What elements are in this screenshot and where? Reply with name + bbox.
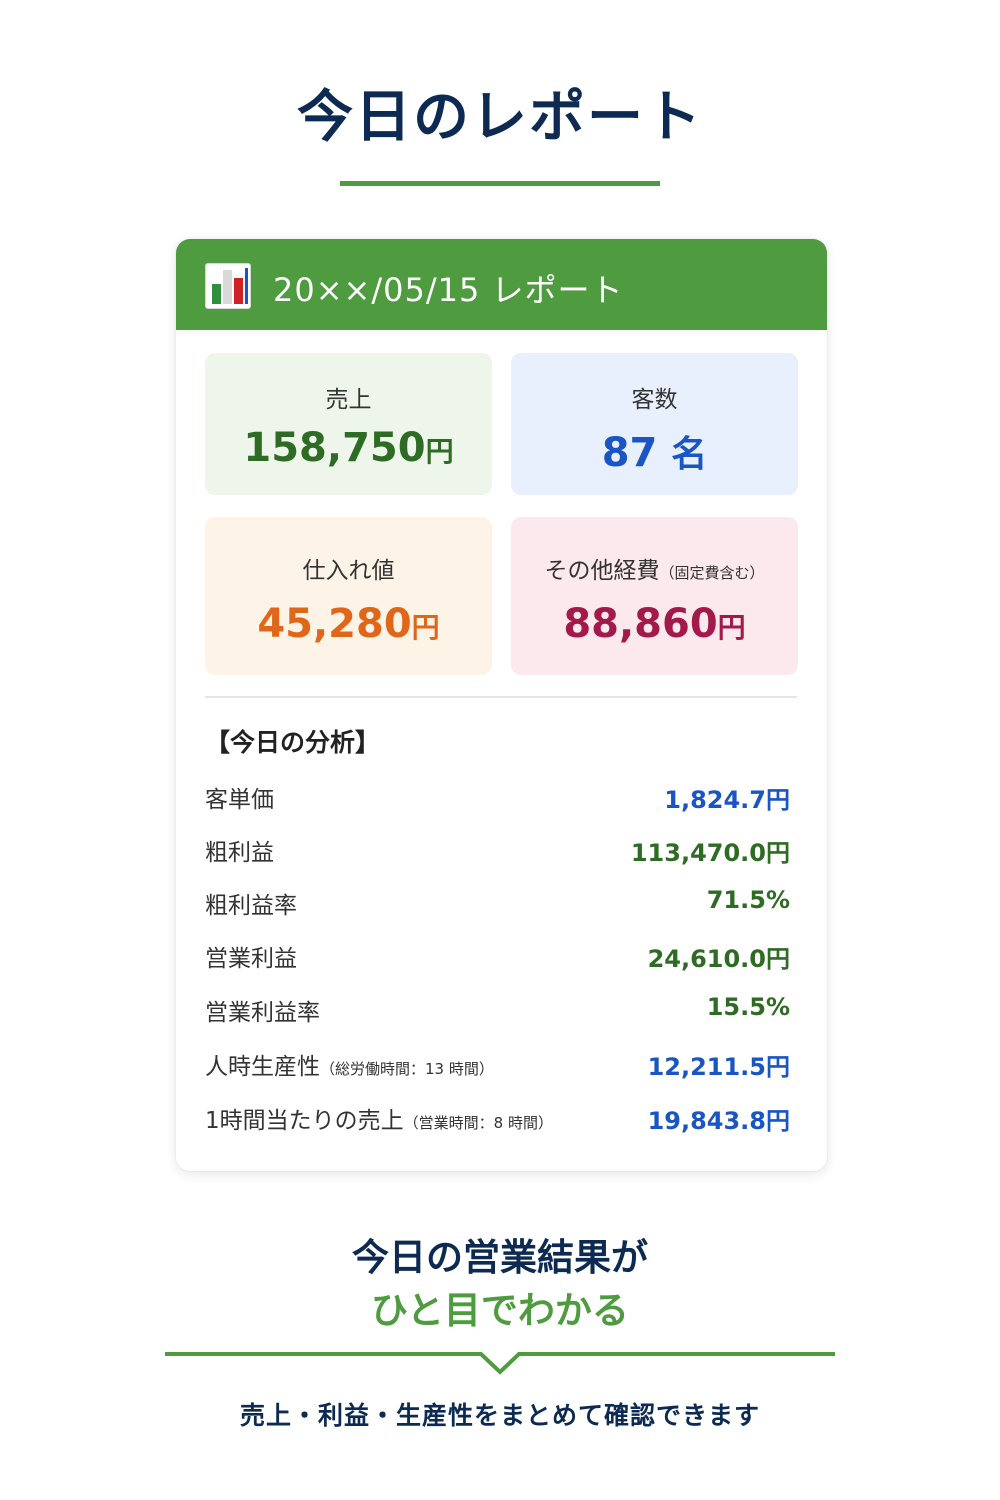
bar-chart-icon: [205, 263, 251, 309]
row-value: 19,843.8円: [647, 1107, 790, 1135]
purchase-number: 45,280: [257, 601, 412, 647]
other-expenses-tile: その他経費（固定費含む） 88,860円: [511, 517, 798, 675]
analysis-row-operating-profit: 営業利益 24,610.0円: [205, 933, 790, 973]
card-header: 20××/05/15 レポート: [176, 239, 827, 330]
other-expenses-label-text: その他経費: [544, 558, 660, 584]
report-card: 20××/05/15 レポート 売上 158,750円 客数 87 名 仕入れ値…: [176, 239, 827, 1171]
row-label: 粗利益: [205, 840, 274, 866]
report-date-title: 20××/05/15 レポート: [273, 271, 624, 309]
row-value: 15.5%: [706, 993, 790, 1021]
footer-caption: 売上・利益・生産性をまとめて確認できます: [239, 1401, 760, 1430]
page-title: 今日のレポート: [297, 85, 703, 150]
other-expenses-note: （固定費含む）: [659, 564, 765, 582]
row-value: 71.5%: [706, 886, 790, 914]
row-label: 客単価: [205, 787, 274, 813]
row-value: 12,211.5円: [647, 1053, 790, 1081]
other-expenses-label: その他経費（固定費含む）: [511, 551, 798, 585]
purchase-unit: 円: [411, 611, 440, 644]
row-label: 1時間当たりの売上（営業時間：8 時間）: [205, 1108, 553, 1134]
purchase-value: 45,280円: [205, 601, 492, 647]
row-value: 113,470.0円: [630, 839, 790, 867]
analysis-row-gross-margin: 粗利益率 71.5%: [205, 880, 790, 920]
customers-value: 87 名: [511, 425, 798, 477]
row-note: （総労働時間：13 時間）: [320, 1060, 494, 1078]
customers-number: 87: [601, 430, 658, 476]
analysis-title: 【今日の分析】: [205, 728, 381, 757]
customers-unit: 名: [671, 434, 708, 475]
row-label: 営業利益率: [205, 1000, 320, 1026]
purchase-tile: 仕入れ値 45,280円: [205, 517, 492, 675]
customers-tile: 客数 87 名: [511, 353, 798, 495]
analysis-row-customer-unit-price: 客単価 1,824.7円: [205, 774, 790, 814]
other-expenses-number: 88,860: [563, 601, 718, 647]
analysis-row-gross-profit: 粗利益 113,470.0円: [205, 827, 790, 867]
title-underline: [340, 181, 660, 186]
row-note: （営業時間：8 時間）: [403, 1114, 553, 1132]
sales-number: 158,750: [243, 425, 426, 471]
sales-value: 158,750円: [205, 425, 492, 471]
analysis-row-labor-productivity: 人時生産性（総労働時間：13 時間） 12,211.5円: [205, 1041, 790, 1081]
summary-subheadline: ひと目でわかる: [371, 1289, 629, 1332]
sales-tile: 売上 158,750円: [205, 353, 492, 495]
row-label: 人時生産性（総労働時間：13 時間）: [205, 1054, 494, 1080]
pointer-divider: [165, 1352, 835, 1375]
sales-unit: 円: [425, 435, 454, 468]
purchase-label: 仕入れ値: [302, 558, 395, 584]
row-value: 1,824.7円: [664, 786, 790, 814]
row-label: 粗利益率: [205, 893, 297, 919]
summary-headline: 今日の営業結果が: [352, 1236, 648, 1279]
analysis-row-operating-margin: 営業利益率 15.5%: [205, 987, 790, 1027]
analysis-row-sales-per-hour: 1時間当たりの売上（営業時間：8 時間） 19,843.8円: [205, 1095, 790, 1135]
sales-label: 売上: [325, 387, 372, 413]
other-expenses-unit: 円: [717, 611, 746, 644]
customers-label: 客数: [631, 387, 678, 413]
row-value: 24,610.0円: [647, 945, 790, 973]
divider: [205, 696, 797, 698]
other-expenses-value: 88,860円: [511, 601, 798, 647]
row-label: 営業利益: [205, 946, 297, 972]
